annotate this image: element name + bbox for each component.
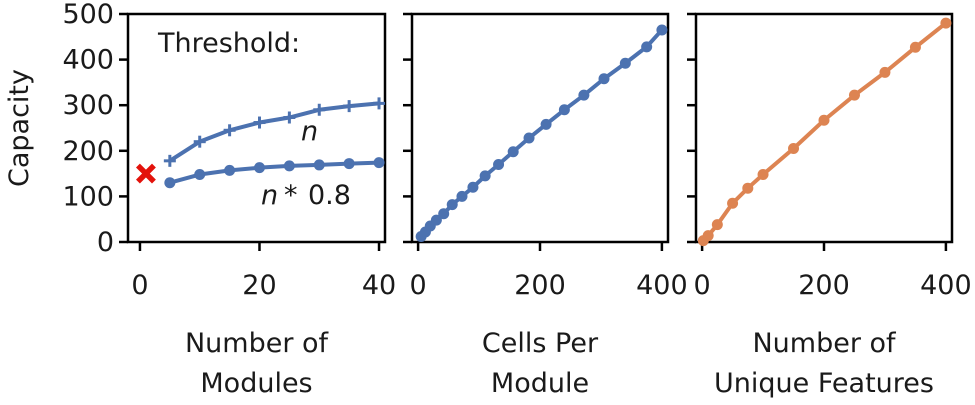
panel-2: 0 200 400 Cells Per Module [403, 12, 688, 399]
data-point [619, 57, 631, 69]
x-axis-label-line: Unique Features [714, 368, 934, 399]
data-point [313, 103, 326, 116]
x-tick-label: 200 [514, 270, 566, 301]
data-point [373, 157, 385, 169]
data-point [163, 154, 176, 167]
data-point [523, 132, 535, 144]
data-point [507, 146, 519, 158]
panel-1: 0 100 200 300 400 500 0 20 40 Number of Modules Thr… [62, 0, 396, 399]
x-axis-label-line: Cells Per [482, 328, 599, 359]
data-point [493, 158, 505, 170]
data-point [727, 197, 739, 209]
y-tick-label: 0 [97, 227, 114, 258]
x-tick-label: 20 [242, 270, 276, 301]
data-point [438, 208, 450, 220]
x-tick-label: 40 [362, 270, 396, 301]
x-tick-label: 400 [920, 270, 972, 301]
data-point [164, 177, 176, 189]
y-tick-label: 200 [62, 136, 114, 167]
data-point [223, 124, 236, 137]
x-tick-label: 400 [636, 270, 688, 301]
data-point [711, 219, 723, 231]
x-tick-label: 0 [131, 270, 148, 301]
data-point [818, 114, 830, 126]
threshold-title: Threshold: [157, 28, 300, 59]
data-point [446, 199, 458, 211]
data-point [194, 169, 206, 181]
data-point [253, 162, 265, 174]
data-point [558, 104, 570, 116]
data-point [467, 181, 479, 193]
x-tick-label: 200 [798, 270, 850, 301]
data-point [456, 190, 468, 202]
x-axis-label-line: Number of [752, 328, 897, 359]
data-point [283, 111, 296, 124]
y-tick-label: 300 [62, 90, 114, 121]
data-point [742, 182, 754, 194]
series-label-n: n [301, 116, 318, 147]
data-point [788, 143, 800, 155]
data-point [879, 66, 891, 78]
y-axis-label: Capacity [4, 69, 35, 187]
data-point [757, 169, 769, 181]
data-point [578, 89, 590, 101]
data-point [430, 214, 442, 226]
x-tick-label: 0 [694, 270, 711, 301]
data-point [343, 158, 355, 170]
data-point [540, 118, 552, 130]
series-label-factor: 0.8 [308, 180, 351, 211]
data-point [193, 135, 206, 148]
reference-marker [135, 163, 156, 184]
x-tick-label: 0 [410, 270, 427, 301]
data-point [641, 41, 653, 53]
x-axis-label-line: Number of [185, 328, 330, 359]
data-point [940, 17, 952, 29]
series-label-n-star: n [261, 180, 278, 211]
data-point [343, 100, 356, 113]
series-label-operator: * [284, 180, 298, 211]
data-point [373, 97, 386, 110]
series-line [701, 21, 948, 243]
y-tick-label: 500 [62, 0, 114, 30]
x-axis-label-line: Modules [200, 368, 312, 399]
plot-frame [126, 12, 387, 244]
x-axis-label-line: Module [491, 368, 589, 399]
data-point [909, 41, 921, 53]
data-point [283, 160, 295, 172]
data-point [598, 73, 610, 85]
data-point [848, 89, 860, 101]
data-point [253, 116, 266, 129]
data-point [702, 230, 714, 242]
panel-3: 0 200 400 Number of Unique Features [687, 12, 972, 399]
data-point [479, 170, 491, 182]
reference-marker-stroke [135, 163, 156, 184]
data-point [224, 164, 236, 176]
y-tick-label: 100 [62, 181, 114, 212]
y-tick-label: 400 [62, 45, 114, 76]
panels: 0 100 200 300 400 500 0 20 40 Number of Modules Thr… [62, 0, 971, 399]
data-point [313, 159, 325, 171]
data-point [656, 24, 668, 36]
